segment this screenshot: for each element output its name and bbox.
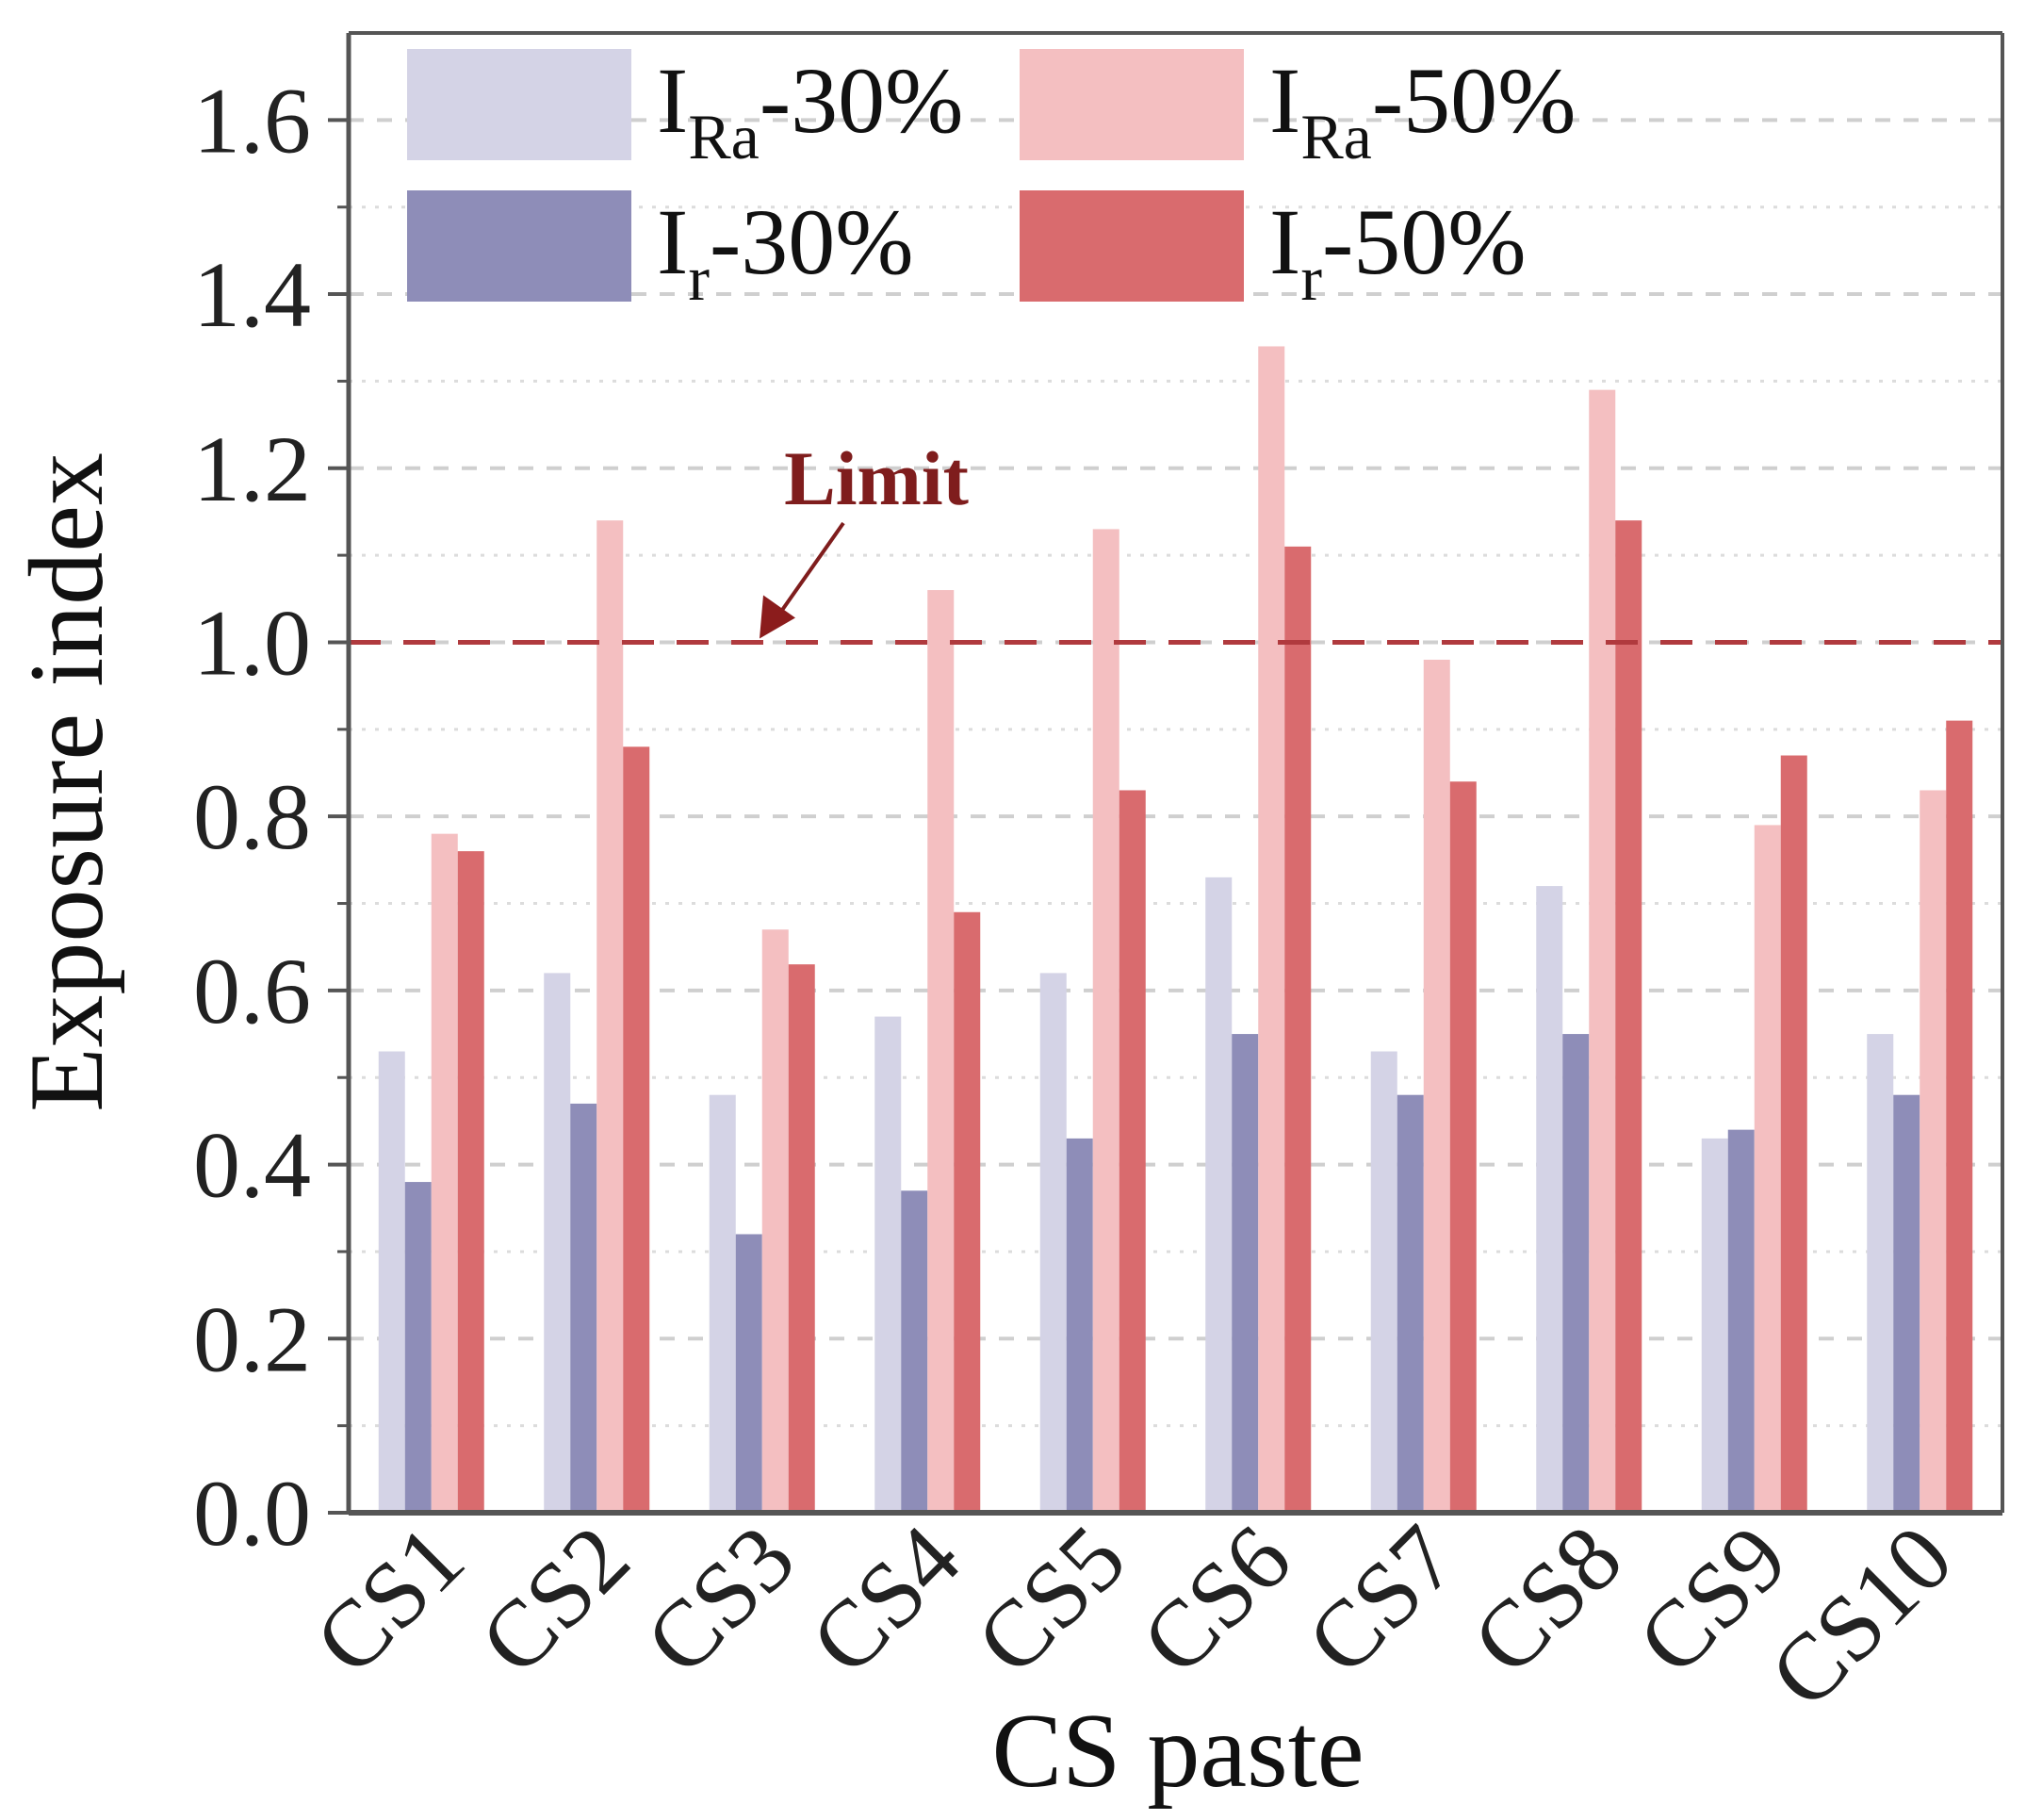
bar-cs6-series-1: [1205, 877, 1233, 1513]
y-tick-label: 1.0: [193, 590, 311, 695]
limit-label: Limit: [784, 435, 969, 521]
bar-cs8-series-2: [1562, 1034, 1590, 1513]
bar-cs3-series-4: [788, 964, 815, 1513]
bar-cs2-series-4: [623, 746, 650, 1513]
legend-swatch: [407, 190, 631, 302]
y-tick-label: 1.2: [193, 417, 311, 521]
bar-cs2-series-2: [570, 1103, 597, 1513]
legend-label: Ir-50%: [1269, 189, 1527, 314]
legend-swatch: [407, 49, 631, 160]
y-tick-label: 0.6: [193, 939, 311, 1043]
bar-cs6-series-4: [1284, 546, 1312, 1513]
bar-cs3-series-3: [761, 929, 789, 1513]
y-axis-title: Exposure index: [8, 452, 125, 1112]
bar-cs7-series-1: [1370, 1051, 1397, 1513]
bar-cs10-series-3: [1920, 790, 1947, 1513]
bar-cs8-series-4: [1615, 520, 1642, 1513]
x-tick-label: CS4: [791, 1505, 979, 1694]
x-tick-label: CS10: [1750, 1505, 1972, 1728]
legend-swatch: [1020, 49, 1244, 160]
limit-arrow-head: [760, 595, 795, 639]
bar-cs7-series-4: [1449, 781, 1477, 1513]
bar-cs7-series-3: [1423, 659, 1450, 1513]
bar-cs9-series-3: [1754, 825, 1781, 1513]
legend-swatch: [1020, 190, 1244, 302]
bar-cs10-series-1: [1867, 1034, 1894, 1513]
x-axis-title: CS paste: [991, 1693, 1364, 1810]
y-tick-label: 0.2: [193, 1287, 311, 1391]
bar-cs2-series-3: [596, 520, 624, 1513]
bar-cs4-series-2: [901, 1190, 928, 1513]
bar-cs9-series-1: [1701, 1138, 1728, 1513]
x-tick-label: CS2: [460, 1505, 648, 1694]
bar-cs7-series-2: [1397, 1094, 1424, 1513]
bar-cs10-series-4: [1946, 720, 1973, 1513]
limit-line-group: Limit: [349, 435, 2002, 645]
y-tick-label: 1.6: [193, 68, 311, 172]
bar-cs10-series-2: [1893, 1094, 1920, 1513]
bar-cs1-series-2: [404, 1182, 432, 1513]
bar-cs3-series-1: [709, 1094, 736, 1513]
legend-label: IRa-30%: [657, 48, 963, 172]
y-tick-label: 0.8: [193, 764, 311, 869]
bar-cs5-series-3: [1092, 529, 1119, 1513]
bar-cs2-series-1: [544, 973, 571, 1513]
legend-label: Ir-30%: [657, 189, 914, 314]
x-tick-label: CS8: [1452, 1505, 1641, 1694]
x-tick-label: CS7: [1287, 1505, 1476, 1694]
x-tick-label: CS1: [295, 1505, 483, 1694]
y-tick-label: 1.4: [193, 242, 311, 347]
x-tick-label: CS6: [1121, 1505, 1310, 1694]
bar-cs6-series-2: [1232, 1034, 1259, 1513]
bar-cs5-series-1: [1039, 973, 1067, 1513]
bar-cs9-series-2: [1727, 1129, 1755, 1513]
bar-cs6-series-3: [1258, 346, 1285, 1513]
x-tick-label: CS3: [626, 1505, 814, 1694]
bar-cs5-series-4: [1119, 790, 1146, 1513]
bar-cs1-series-1: [378, 1051, 405, 1513]
bar-cs4-series-4: [954, 911, 981, 1513]
bar-cs5-series-2: [1066, 1138, 1093, 1513]
x-tick-label: CS5: [956, 1505, 1145, 1694]
bar-cs1-series-3: [431, 833, 458, 1513]
limit-arrow-shaft: [771, 521, 845, 625]
y-tick-label: 0.4: [193, 1113, 311, 1218]
legend: IRa-30% IRa-50% Ir-30% Ir-50%: [407, 48, 1576, 314]
bars: [378, 346, 1973, 1513]
bar-cs9-series-4: [1780, 755, 1807, 1513]
bar-cs1-series-4: [457, 851, 484, 1513]
bar-cs8-series-1: [1536, 886, 1563, 1513]
y-tick-label: 0.0: [193, 1461, 311, 1566]
legend-label: IRa-50%: [1269, 48, 1576, 172]
bar-cs4-series-1: [874, 1016, 902, 1513]
bar-cs3-series-2: [735, 1234, 762, 1513]
bar-cs4-series-3: [927, 590, 955, 1513]
bar-cs8-series-3: [1589, 389, 1616, 1513]
